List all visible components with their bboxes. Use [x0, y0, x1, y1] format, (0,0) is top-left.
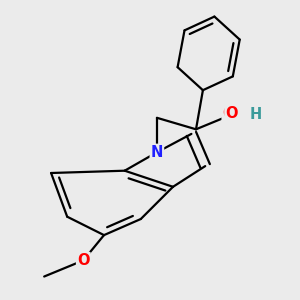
Text: O: O	[77, 253, 89, 268]
Text: O: O	[223, 106, 235, 121]
Text: O: O	[225, 106, 237, 121]
Text: N: N	[151, 145, 163, 160]
Text: H: H	[250, 106, 262, 122]
